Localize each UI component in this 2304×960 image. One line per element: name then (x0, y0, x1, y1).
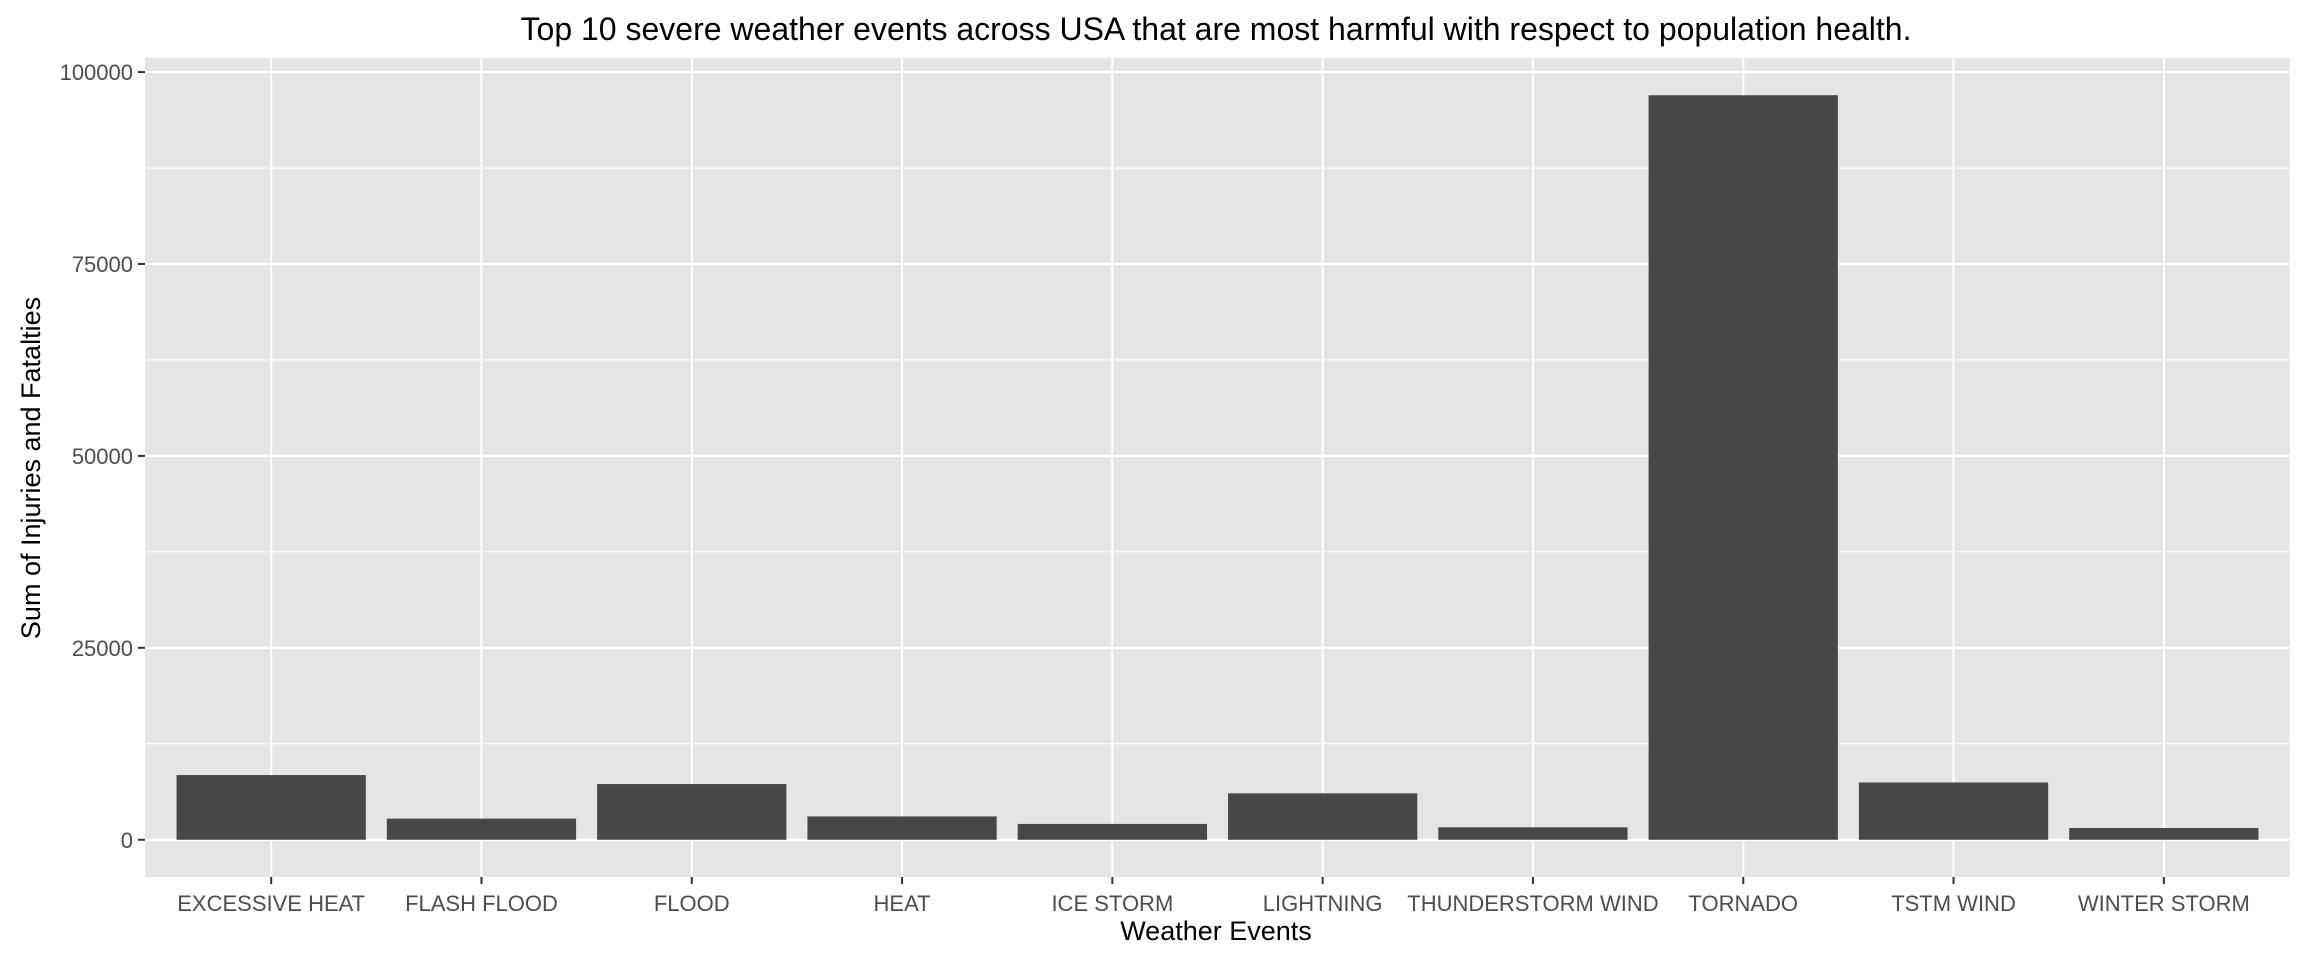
bar (1648, 95, 1838, 840)
chart-title: Top 10 severe weather events across USA … (521, 11, 1912, 47)
y-tick-label: 50000 (72, 444, 133, 469)
bar (1858, 782, 2049, 840)
y-tick-label: 100000 (60, 60, 133, 85)
axes: 0 25000 50000 75000 100000 EXCESSIVE HEAT FLAS… (60, 60, 2250, 916)
x-tick-label: WINTER STORM (2078, 891, 2250, 916)
y-tick-label: 75000 (72, 252, 133, 277)
y-tick-label: 0 (121, 828, 133, 853)
x-tick-label: TORNADO (1688, 891, 1798, 916)
bar (807, 816, 997, 840)
x-tick-label: TSTM WIND (1891, 891, 2016, 916)
bar (176, 775, 366, 840)
x-tick-label: LIGHTNING (1263, 891, 1383, 916)
bar (2069, 828, 2259, 840)
x-tick-label: FLASH FLOOD (405, 891, 558, 916)
bar (1438, 827, 1628, 840)
y-tick-label: 25000 (72, 636, 133, 661)
x-tick-label: ICE STORM (1051, 891, 1173, 916)
y-axis-title: Sum of Injuries and Fatalties (16, 297, 46, 639)
grid-lines (145, 58, 2290, 877)
x-tick-label: EXCESSIVE HEAT (177, 891, 365, 916)
bar (1017, 823, 1207, 840)
bars (176, 95, 2259, 840)
x-axis-title: Weather Events (1120, 916, 1312, 946)
bar (1228, 793, 1418, 840)
x-tick-label: FLOOD (654, 891, 730, 916)
x-tick-label: THUNDERSTORM WIND (1407, 891, 1658, 916)
x-tick-label: HEAT (874, 891, 931, 916)
bar (386, 818, 577, 840)
plot-panel (145, 58, 2290, 877)
bar (597, 784, 787, 840)
